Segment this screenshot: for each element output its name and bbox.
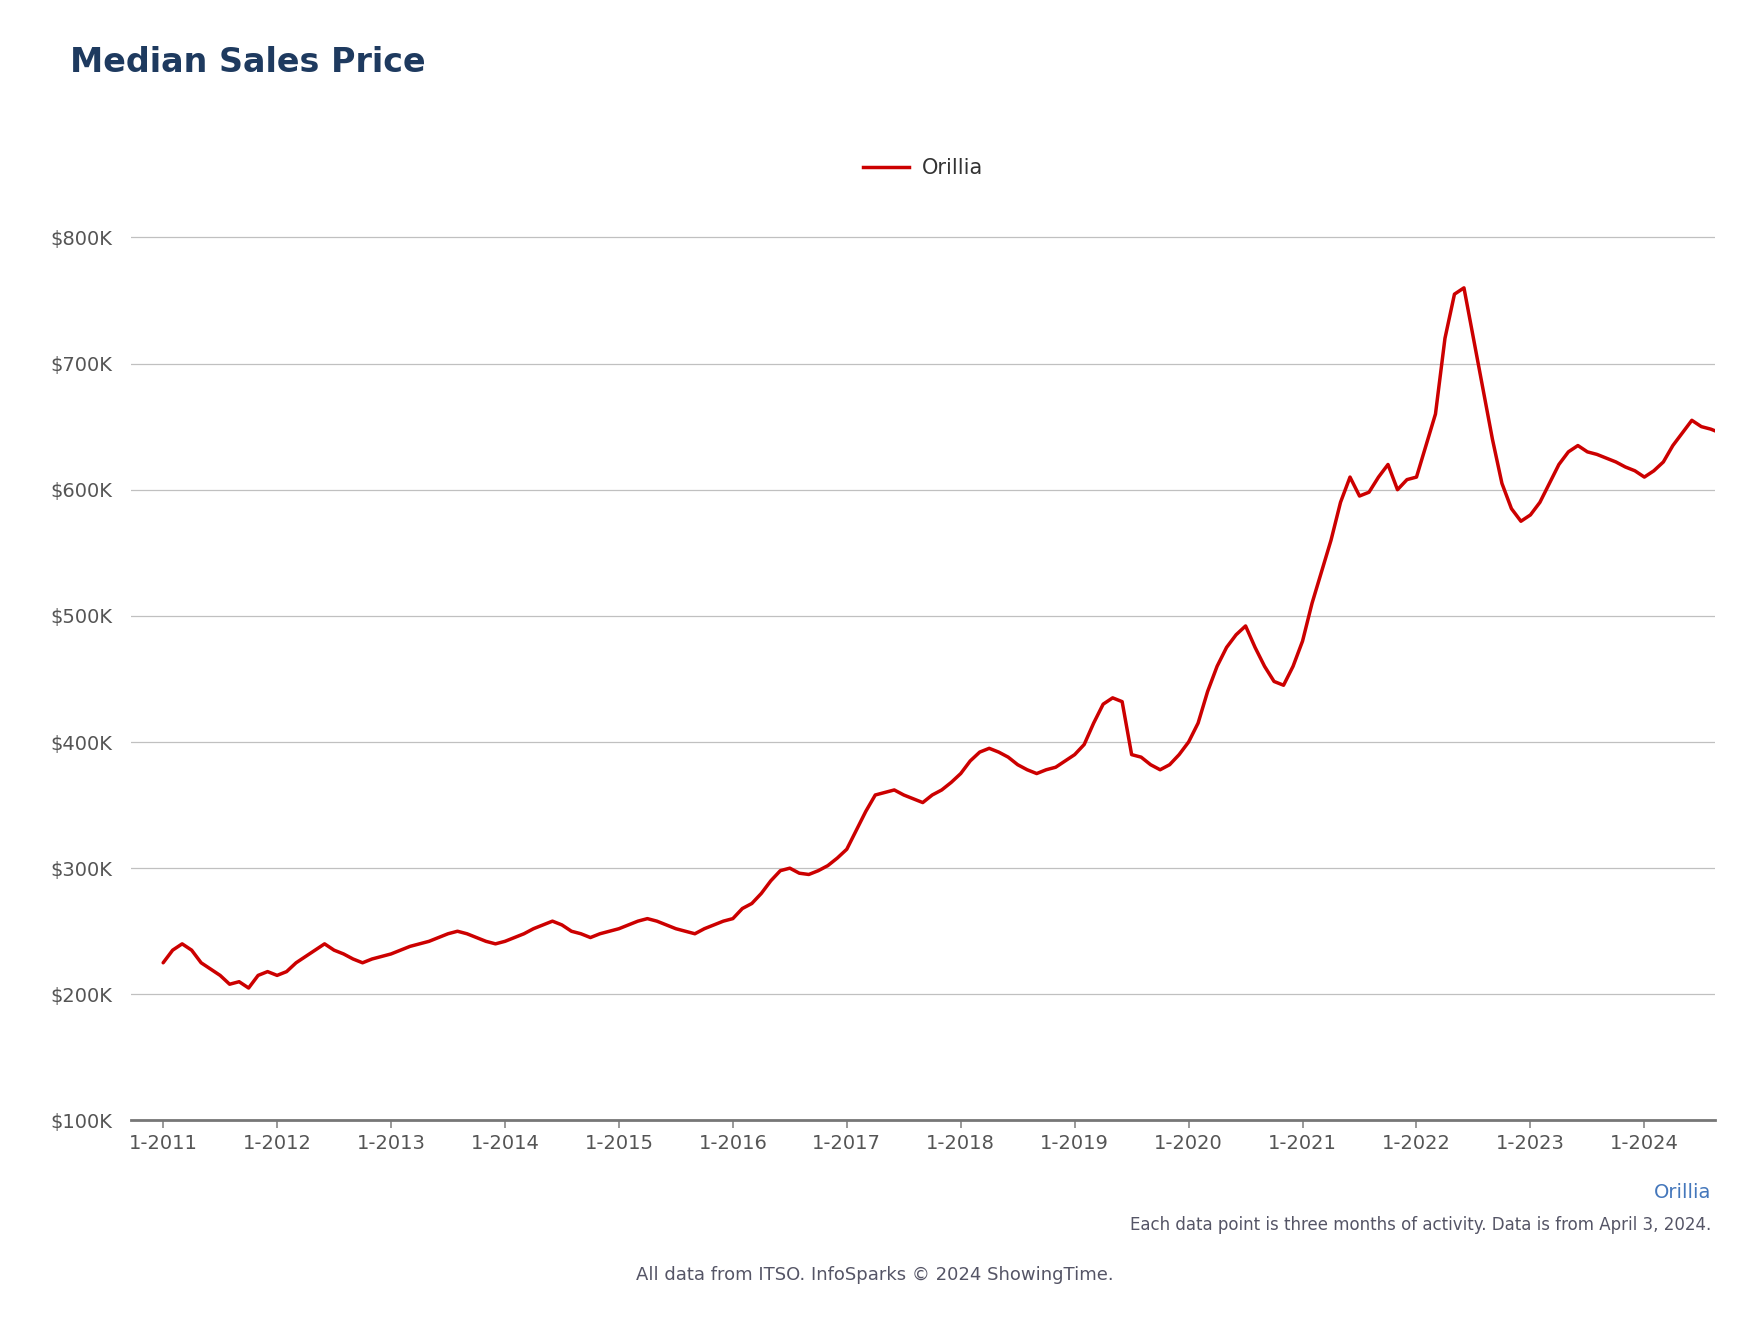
Text: All data from ITSO. InfoSparks © 2024 ShowingTime.: All data from ITSO. InfoSparks © 2024 Sh… (637, 1266, 1113, 1285)
Legend: Orillia: Orillia (856, 150, 990, 187)
Text: Each data point is three months of activity. Data is from April 3, 2024.: Each data point is three months of activ… (1130, 1216, 1712, 1235)
Text: Orillia: Orillia (1654, 1183, 1712, 1201)
Text: Median Sales Price: Median Sales Price (70, 46, 425, 80)
